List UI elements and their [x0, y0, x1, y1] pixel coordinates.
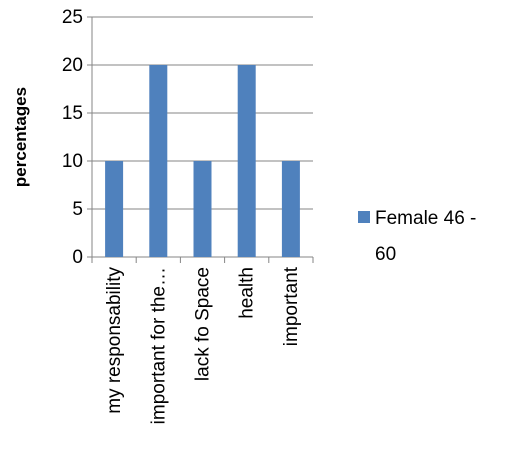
legend-swatch: [358, 211, 370, 223]
bar: [193, 161, 212, 257]
y-tick-label: 15: [62, 103, 83, 124]
x-tick-label: my responsability: [104, 267, 125, 414]
bar: [105, 161, 124, 257]
y-tick-labels: 0 5 10 15 20 25: [62, 7, 83, 268]
y-tick-label: 10: [62, 151, 83, 172]
x-tick-label: health: [237, 267, 258, 319]
y-tick-label: 5: [72, 199, 83, 220]
y-tick-label: 20: [62, 55, 83, 76]
x-tick-label: lack fo Space: [193, 267, 214, 381]
bar: [149, 65, 168, 257]
gridlines: [92, 16, 313, 210]
x-tick-label: important: [281, 266, 302, 346]
x-tick-labels: my responsability important for the… lack …: [104, 266, 302, 424]
bar: [281, 161, 300, 257]
bars: [105, 65, 300, 257]
y-axis-label: percentages: [11, 87, 30, 187]
x-tick-label: important for the…: [148, 267, 169, 424]
y-tick-label: 0: [72, 247, 83, 268]
legend-label-continued: 60: [375, 244, 396, 265]
y-tick-label: 25: [62, 7, 83, 28]
legend-label: Female 46 -: [375, 208, 476, 229]
legend: Female 46 - 60: [358, 208, 476, 265]
bar: [237, 65, 256, 257]
